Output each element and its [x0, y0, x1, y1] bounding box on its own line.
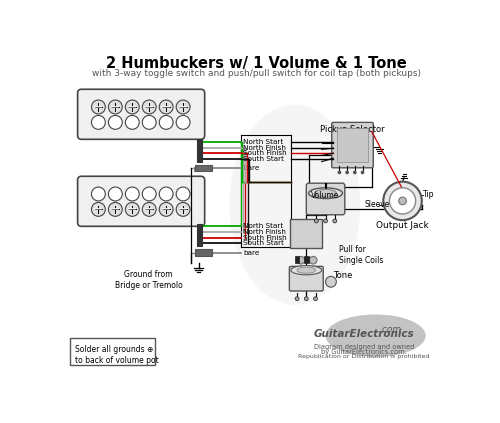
FancyBboxPatch shape [78, 176, 204, 226]
Circle shape [108, 100, 122, 114]
Circle shape [142, 100, 156, 114]
Circle shape [390, 188, 415, 214]
Text: GuitarElectronics: GuitarElectronics [314, 329, 414, 339]
Circle shape [310, 256, 317, 264]
Circle shape [142, 115, 156, 129]
Circle shape [159, 187, 173, 201]
Circle shape [304, 297, 308, 301]
Circle shape [126, 203, 139, 216]
FancyBboxPatch shape [306, 183, 345, 215]
Text: 2 Humbuckers w/ 1 Volume & 1 Tone: 2 Humbuckers w/ 1 Volume & 1 Tone [106, 55, 406, 71]
Circle shape [92, 115, 106, 129]
Ellipse shape [291, 266, 322, 275]
Circle shape [126, 115, 139, 129]
Circle shape [108, 203, 122, 216]
Bar [194, 250, 212, 255]
Text: North Start: North Start [243, 223, 284, 229]
Circle shape [92, 187, 106, 201]
Circle shape [176, 100, 190, 114]
Bar [304, 255, 308, 263]
Text: Diagram designed and owned: Diagram designed and owned [314, 344, 414, 350]
Text: South Start: South Start [243, 240, 284, 246]
Circle shape [176, 115, 190, 129]
Circle shape [326, 276, 336, 287]
Text: North Finish: North Finish [243, 145, 286, 151]
Circle shape [333, 219, 336, 223]
Circle shape [92, 203, 106, 216]
Circle shape [324, 219, 328, 223]
Text: .com: .com [380, 325, 402, 334]
Circle shape [295, 297, 299, 301]
Text: Volume: Volume [312, 191, 340, 200]
Bar [70, 338, 154, 365]
Bar [295, 255, 300, 263]
Circle shape [384, 181, 422, 220]
Circle shape [314, 297, 318, 301]
Text: Republication or Distribution is prohibited: Republication or Distribution is prohibi… [298, 354, 430, 359]
Ellipse shape [297, 267, 316, 273]
Text: Output Jack: Output Jack [376, 221, 429, 230]
Text: North Start: North Start [243, 139, 284, 145]
Circle shape [108, 187, 122, 201]
FancyBboxPatch shape [290, 220, 322, 248]
Circle shape [314, 219, 318, 223]
Circle shape [159, 203, 173, 216]
Bar [194, 165, 212, 171]
Text: Tone: Tone [333, 271, 352, 280]
Circle shape [354, 171, 356, 173]
Circle shape [176, 187, 190, 201]
Text: Pull for
Single Coils: Pull for Single Coils [338, 245, 383, 264]
Text: Pickup Selector: Pickup Selector [320, 125, 385, 134]
Text: North Finish: North Finish [243, 230, 286, 236]
Circle shape [142, 203, 156, 216]
Text: bare: bare [243, 165, 260, 171]
FancyBboxPatch shape [290, 266, 323, 291]
Bar [337, 128, 368, 162]
Circle shape [176, 203, 190, 216]
Circle shape [126, 100, 139, 114]
Circle shape [338, 171, 340, 173]
Ellipse shape [315, 190, 336, 197]
Bar [197, 139, 202, 162]
Ellipse shape [326, 314, 426, 357]
FancyBboxPatch shape [78, 89, 204, 139]
Text: Ground from
Bridge or Tremolo: Ground from Bridge or Tremolo [114, 270, 182, 290]
Circle shape [142, 187, 156, 201]
Ellipse shape [230, 104, 360, 305]
Circle shape [297, 256, 305, 264]
Circle shape [108, 115, 122, 129]
Bar [197, 224, 202, 246]
Circle shape [362, 171, 364, 173]
FancyBboxPatch shape [332, 122, 374, 168]
Circle shape [92, 100, 106, 114]
Text: Solder all grounds ⊕
to back of volume pot: Solder all grounds ⊕ to back of volume p… [74, 345, 158, 365]
Text: South Finish: South Finish [243, 150, 287, 156]
Circle shape [398, 197, 406, 205]
Circle shape [126, 187, 139, 201]
Circle shape [159, 100, 173, 114]
Text: Tip: Tip [424, 190, 435, 199]
Circle shape [346, 171, 348, 173]
Circle shape [159, 115, 173, 129]
Text: South Finish: South Finish [243, 235, 287, 241]
Text: with 3-way toggle switch and push/pull switch for coil tap (both pickups): with 3-way toggle switch and push/pull s… [92, 69, 421, 78]
Text: South Start: South Start [243, 156, 284, 162]
Text: bare: bare [243, 250, 260, 255]
Text: Sleeve: Sleeve [364, 200, 390, 209]
Ellipse shape [308, 188, 342, 199]
Text: by GuitarElectronics.com.: by GuitarElectronics.com. [321, 349, 407, 355]
